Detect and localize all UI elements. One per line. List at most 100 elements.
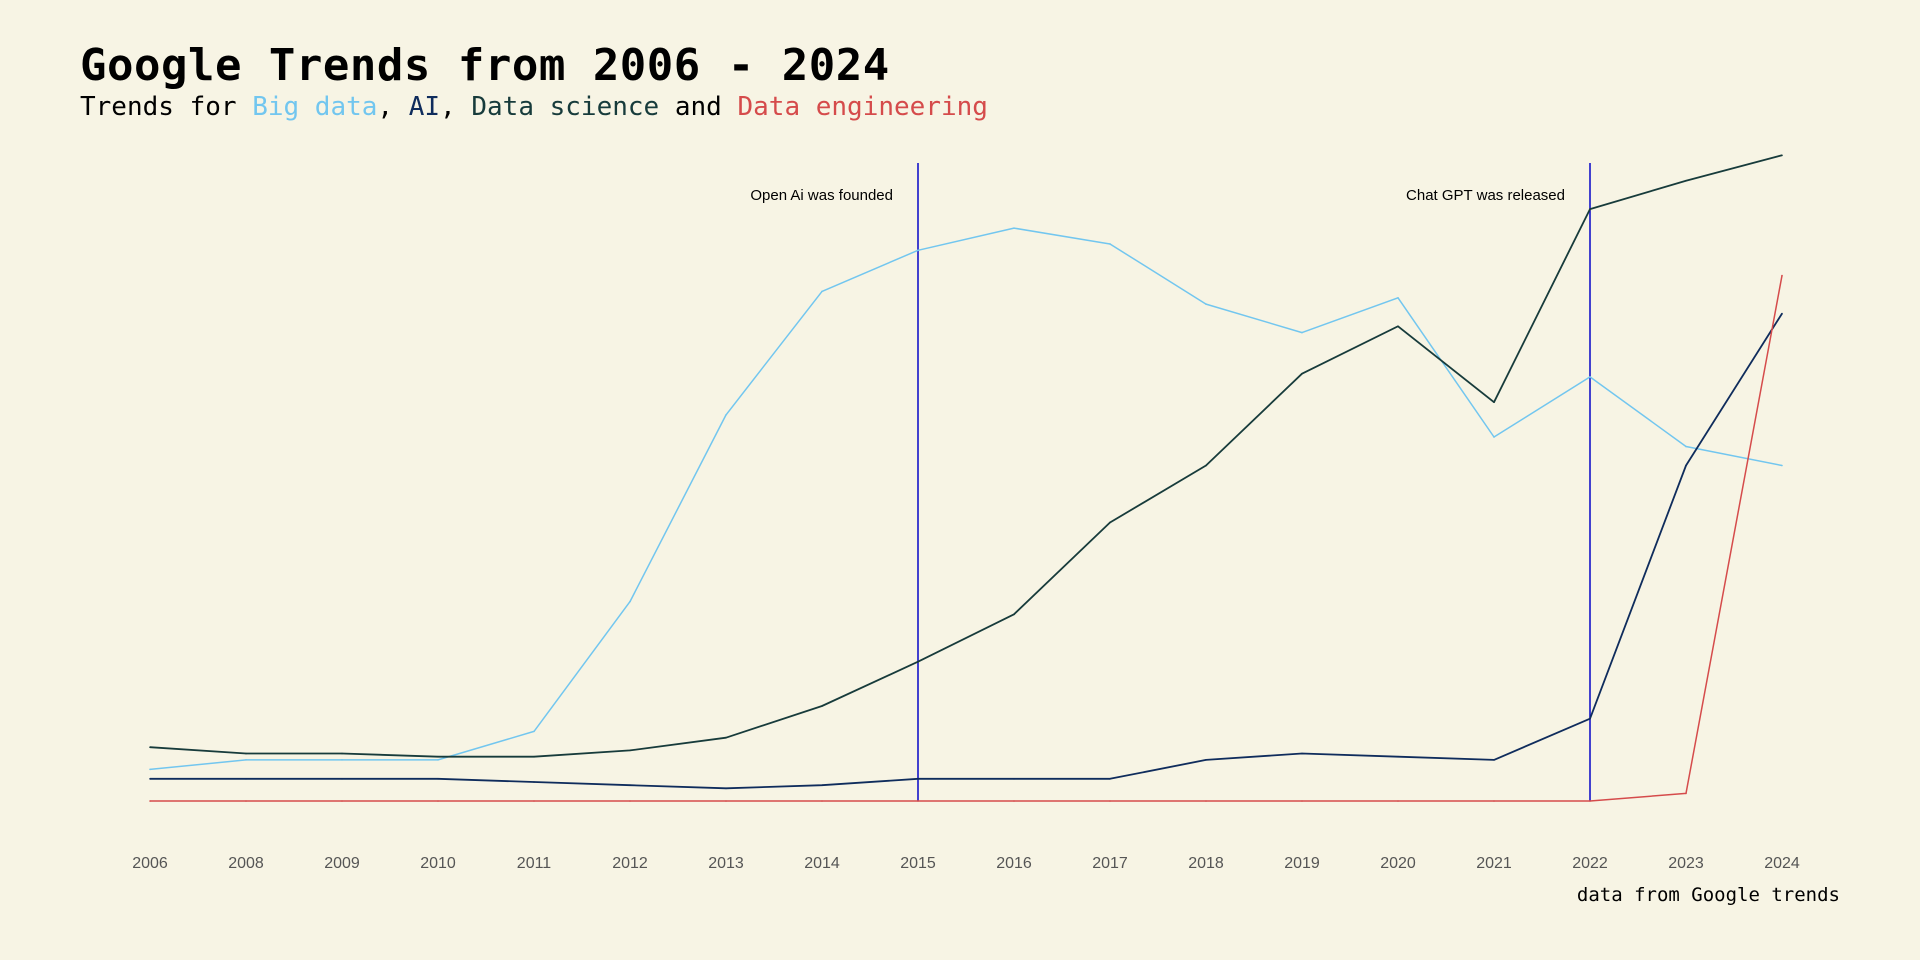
data-point — [629, 784, 631, 786]
data-point — [1109, 778, 1111, 780]
legend-ai: AI — [408, 92, 441, 122]
series-line-ai — [150, 313, 1783, 790]
data-point — [1013, 800, 1015, 802]
data-point — [437, 778, 439, 780]
series-line-data-science — [149, 154, 1783, 758]
data-point — [149, 768, 151, 771]
data-point — [1685, 464, 1687, 467]
legend-data-science: Data science — [471, 92, 660, 122]
data-point — [149, 778, 151, 780]
data-point — [1397, 800, 1399, 802]
data-point — [149, 746, 151, 748]
data-point — [1397, 296, 1399, 299]
data-point — [341, 752, 343, 755]
x-tick-label: 2008 — [228, 855, 264, 872]
annotation-label: Chat GPT was released — [1406, 187, 1565, 204]
data-point — [1013, 778, 1015, 780]
data-point — [725, 414, 727, 416]
data-point — [1589, 376, 1591, 378]
x-tick-label: 2020 — [1380, 855, 1416, 872]
data-point — [821, 705, 823, 707]
series-line-big-data — [149, 227, 1783, 771]
data-point — [725, 787, 727, 790]
data-point — [1781, 312, 1783, 315]
data-point — [629, 800, 631, 802]
data-point — [917, 800, 919, 802]
x-tick-label: 2013 — [708, 855, 744, 872]
data-point — [1109, 800, 1111, 802]
data-point — [1493, 800, 1495, 802]
chart-title: Google Trends from 2006 - 2024 — [80, 40, 890, 91]
data-point — [1781, 464, 1783, 467]
x-tick-label: 2023 — [1668, 855, 1704, 872]
data-point — [821, 290, 823, 293]
data-point — [245, 759, 247, 761]
data-point — [533, 781, 535, 783]
x-tick-label: 2019 — [1284, 855, 1320, 872]
data-point — [1205, 464, 1207, 467]
data-point — [437, 800, 439, 802]
data-point — [1493, 401, 1495, 404]
subtitle-sep: , — [377, 92, 409, 122]
chart-subtitle: Trends for Big data, AI, Data science an… — [80, 92, 988, 122]
data-point — [1685, 792, 1687, 795]
data-point — [533, 730, 535, 733]
x-tick-label: 2014 — [804, 855, 840, 872]
data-point — [1397, 325, 1399, 328]
source-caption: data from Google trends — [1576, 884, 1840, 906]
data-point — [1589, 800, 1591, 802]
data-point — [821, 784, 823, 786]
data-point — [1013, 227, 1015, 229]
data-point — [1781, 154, 1783, 157]
data-point — [1301, 331, 1303, 334]
legend-data-engineering: Data engineering — [737, 92, 988, 122]
data-point — [245, 778, 247, 780]
x-tick-label: 2010 — [420, 855, 456, 872]
data-point — [1109, 521, 1111, 524]
data-point — [341, 778, 343, 780]
x-tick-label: 2021 — [1476, 855, 1512, 872]
x-tick-label: 2012 — [612, 855, 648, 872]
data-point — [629, 749, 631, 752]
x-tick-label: 2011 — [517, 855, 552, 872]
data-point — [821, 800, 823, 802]
x-tick-label: 2022 — [1572, 855, 1608, 872]
data-point — [1109, 243, 1111, 245]
data-point — [1589, 717, 1591, 720]
data-point — [1205, 759, 1207, 761]
data-point — [1205, 800, 1207, 802]
data-point — [245, 752, 247, 755]
data-point — [725, 736, 727, 739]
data-point — [1301, 800, 1303, 802]
data-point — [1685, 445, 1687, 448]
data-point — [917, 778, 919, 780]
data-point — [1685, 179, 1687, 182]
data-point — [1493, 436, 1495, 438]
data-point — [1781, 274, 1783, 277]
data-point — [917, 660, 919, 663]
data-point — [629, 600, 631, 603]
subtitle-sep: , — [440, 92, 472, 122]
data-point — [245, 800, 247, 802]
data-point — [341, 759, 343, 761]
data-point — [1301, 752, 1303, 755]
x-tick-label: 2018 — [1188, 855, 1224, 872]
data-point — [1301, 372, 1303, 375]
data-point — [1397, 755, 1399, 758]
subtitle-prefix: Trends for — [80, 92, 253, 122]
x-tick-label: 2015 — [900, 855, 936, 872]
x-tick-label: 2006 — [132, 855, 168, 872]
x-tick-label: 2016 — [996, 855, 1032, 872]
x-tick-label: 2024 — [1764, 855, 1800, 872]
x-tick-label: 2017 — [1092, 855, 1128, 872]
legend-big-data: Big data — [252, 92, 378, 122]
data-point — [149, 800, 151, 802]
data-point — [437, 759, 439, 761]
data-point — [1205, 303, 1207, 305]
data-point — [917, 249, 919, 252]
subtitle-and: and — [659, 92, 738, 122]
data-point — [1493, 759, 1495, 761]
data-point — [725, 800, 727, 802]
